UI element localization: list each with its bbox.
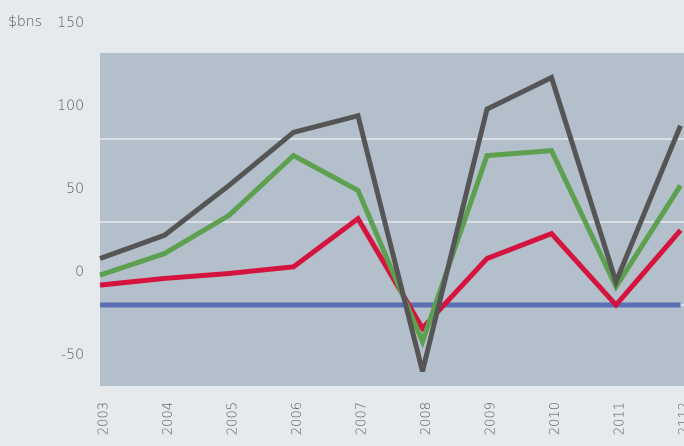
x-tick-label: 2004 [161,402,176,435]
x-tick-label: 2003 [97,402,112,435]
y-tick-label: 100 [57,98,84,114]
x-tick-label: 2112 [677,402,684,435]
x-tick-label: 2009 [484,402,499,435]
x-tick-label: 2011 [613,402,628,435]
y-tick-label: 0 [75,264,84,280]
series-line [99,215,683,333]
x-tick-label: 2006 [290,402,305,435]
x-tick-label: 2007 [355,402,370,435]
y-tick-label: 50 [66,181,84,197]
y-tick-label: 150 [57,15,84,31]
x-tick-label: 2010 [548,402,563,435]
x-tick-label: 2008 [419,402,434,435]
y-tick-label: -50 [61,347,84,363]
series-line [99,74,683,373]
y-axis-label: $bns [8,14,42,30]
series-line [99,147,683,349]
x-tick-label: 2005 [226,402,241,435]
